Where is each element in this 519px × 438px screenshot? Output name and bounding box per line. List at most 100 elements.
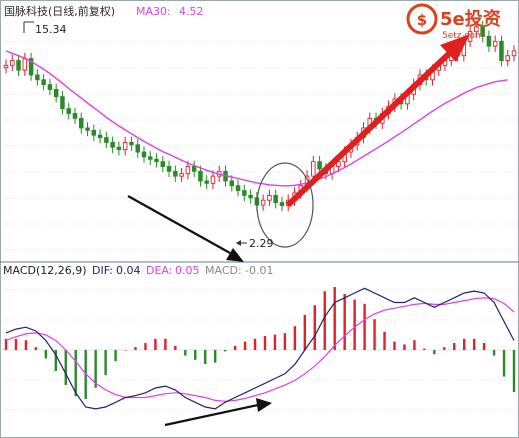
- candle: [104, 131, 109, 149]
- macd-bar: [472, 338, 476, 350]
- macd-bar: [482, 343, 486, 350]
- candle: [273, 189, 278, 209]
- candle: [129, 136, 134, 151]
- macd-bar: [94, 350, 97, 388]
- candle: [47, 78, 53, 96]
- candle: [499, 35, 504, 67]
- candle: [91, 124, 97, 141]
- macd-bar: [383, 331, 386, 350]
- dif-line: [5, 287, 515, 410]
- black-arrow-price-shaft: [127, 195, 231, 254]
- candle: [97, 129, 103, 144]
- macd-bar: [462, 338, 466, 350]
- macd-bar: [443, 347, 446, 350]
- macd-bar: [204, 350, 207, 364]
- candle: [474, 21, 479, 38]
- candle: [160, 155, 166, 173]
- candle: [35, 69, 40, 86]
- candle: [72, 107, 78, 125]
- ma30-line: [5, 50, 508, 187]
- dea-line: [5, 297, 515, 402]
- macd-bar: [343, 294, 346, 350]
- logo-url: 5etz.com: [442, 31, 484, 41]
- macd-panel-grid: [0, 289, 519, 411]
- candle: [166, 160, 172, 178]
- trend-arrows: [127, 34, 470, 427]
- macd-bar: [433, 350, 436, 355]
- macd-bar: [313, 305, 316, 350]
- macd-bar: [213, 350, 217, 363]
- candle: [85, 122, 90, 137]
- candle: [492, 35, 498, 52]
- macd-bar: [223, 350, 227, 352]
- black-arrow-macd-head: [256, 398, 272, 412]
- logo-brand: 5e投资: [440, 8, 501, 30]
- candle: [198, 165, 203, 187]
- candle: [79, 112, 84, 134]
- red-arrow-shaft: [285, 45, 458, 208]
- macd-bar: [4, 338, 8, 350]
- candle: [53, 83, 59, 103]
- candle: [279, 196, 285, 212]
- red-arrow-head: [440, 34, 470, 62]
- candle: [179, 167, 184, 182]
- candle: [28, 52, 34, 81]
- dea-label: DEA:: [146, 264, 172, 277]
- macd-bar: [502, 350, 506, 377]
- candle: [486, 30, 492, 52]
- candle: [16, 54, 21, 76]
- macd-label: MACD:: [205, 264, 242, 277]
- black-arrow-macd-shaft: [164, 403, 259, 427]
- macd-bar: [144, 343, 147, 350]
- macd-bar: [74, 350, 77, 397]
- candle: [110, 136, 115, 154]
- high-price-marker: 15.34: [23, 21, 67, 36]
- low-price-marker: 2.29: [236, 237, 274, 250]
- ma30-label: MA30:: [136, 5, 171, 18]
- macd-bar: [154, 338, 157, 350]
- macd-bar: [64, 350, 67, 385]
- chart-title: 国脉科技(日线,前复权): [4, 4, 115, 18]
- candle: [505, 49, 510, 67]
- macd-bar: [263, 336, 267, 350]
- macd-histogram: [4, 287, 516, 399]
- macd-bar: [363, 303, 366, 350]
- macd-bar: [353, 299, 356, 350]
- candle: [260, 194, 266, 211]
- bottom-reversal-circle: [256, 162, 314, 248]
- dif-value: 0.04: [116, 264, 141, 277]
- dea-value: 0.05: [175, 264, 200, 277]
- macd-bar: [174, 345, 177, 350]
- candle: [60, 90, 65, 115]
- macd-bar: [323, 291, 326, 350]
- macd-bar: [134, 347, 137, 350]
- macd-bar: [403, 344, 406, 350]
- macd-bar: [283, 333, 287, 350]
- candle: [3, 59, 9, 74]
- candle: [147, 151, 153, 166]
- macd-bar: [492, 350, 496, 356]
- macd-bar: [44, 350, 48, 359]
- candle: [204, 175, 209, 190]
- candle: [135, 139, 140, 158]
- macd-bar: [194, 350, 197, 360]
- candle: [116, 141, 122, 156]
- site-logo: $ 5e投资 5etz.com: [406, 3, 501, 41]
- high-price-label: 15.34: [35, 23, 67, 36]
- dif-label: DIF:: [92, 264, 113, 277]
- candle: [10, 54, 15, 72]
- candle: [480, 21, 485, 43]
- macd-bar: [54, 350, 58, 371]
- macd-bar: [333, 287, 336, 350]
- macd-bar: [453, 343, 456, 350]
- candle: [122, 136, 128, 156]
- logo-coin-icon: [406, 3, 438, 35]
- macd-bar: [512, 350, 516, 392]
- macd-bar: [303, 315, 307, 350]
- candle: [173, 165, 178, 182]
- macd-bar: [34, 347, 38, 350]
- candle: [248, 189, 253, 204]
- black-arrow-price-head: [226, 248, 244, 262]
- macd-bar: [114, 350, 117, 362]
- candle: [267, 189, 272, 206]
